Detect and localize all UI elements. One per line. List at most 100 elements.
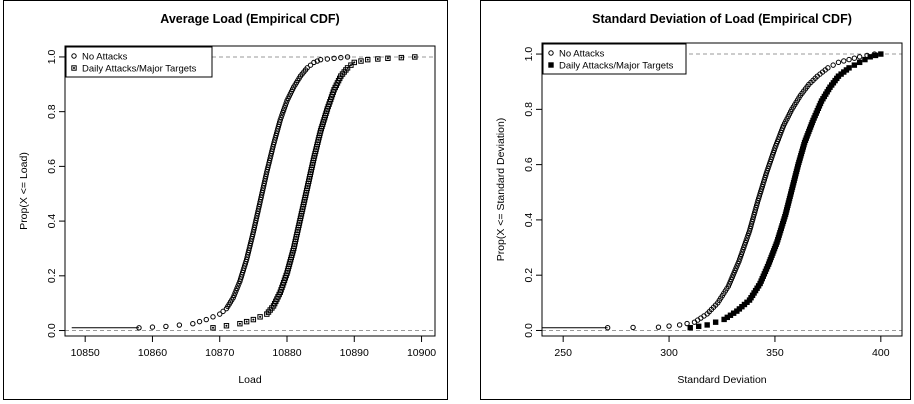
legend-label: Daily Attacks/Major Targets	[82, 64, 197, 75]
data-point	[687, 325, 693, 331]
plot-frame	[541, 42, 903, 337]
marker-dot	[400, 56, 403, 59]
marker-square	[398, 54, 405, 61]
marker-square	[351, 59, 357, 66]
data-point	[748, 223, 754, 229]
data-point	[282, 102, 289, 109]
data-point	[755, 197, 761, 204]
x-axis-label: Standard Deviation	[677, 374, 766, 386]
data-point	[666, 323, 672, 329]
chart-title: Average Load (Empirical CDF)	[160, 12, 339, 26]
marker-square	[210, 325, 216, 331]
legend-marker	[71, 53, 77, 59]
x-tick-label: 10890	[340, 347, 369, 359]
series-1	[687, 51, 884, 331]
y-tick-label: 0.6	[523, 157, 535, 172]
legend-marker	[71, 65, 77, 71]
series-1	[210, 54, 418, 331]
data-point	[398, 54, 405, 61]
data-point	[358, 58, 364, 64]
data-point	[281, 105, 288, 111]
data-point	[217, 311, 223, 317]
y-tick-label: 0.8	[523, 102, 535, 117]
x-tick-label: 250	[554, 347, 572, 359]
data-point	[754, 200, 761, 206]
data-point	[752, 209, 758, 215]
data-point	[825, 65, 831, 71]
average-load-chart: Average Load (Empirical CDF) 10850 10860 10…	[18, 12, 436, 386]
data-point	[748, 221, 755, 227]
data-point	[385, 55, 391, 62]
data-point	[210, 325, 216, 331]
std-dev-load-chart-panel: Standard Deviation of Load (Empirical CD…	[480, 0, 911, 400]
marker-dot	[238, 322, 241, 325]
data-point	[878, 51, 884, 57]
data-point	[851, 55, 858, 61]
chart-title: Standard Deviation of Load (Empirical CD…	[592, 12, 852, 26]
marker-square	[250, 316, 257, 323]
data-point	[412, 54, 418, 60]
data-point	[190, 320, 196, 327]
data-point	[743, 237, 749, 244]
marker-square	[412, 54, 418, 60]
data-point	[757, 190, 763, 197]
data-point	[136, 325, 142, 331]
data-point	[739, 249, 745, 255]
x-tick-label: 300	[660, 347, 678, 359]
marker-square	[385, 55, 391, 62]
marker-dot	[353, 61, 356, 64]
data-point	[753, 202, 760, 208]
y-tick-label: 0.2	[523, 268, 535, 283]
y-tick-label: 0.8	[46, 104, 58, 119]
y-tick-label: 1.0	[46, 49, 58, 64]
data-point	[750, 214, 757, 220]
y-tick-label: 0.0	[46, 323, 58, 338]
data-point	[835, 59, 842, 66]
data-point	[742, 239, 749, 246]
data-point	[856, 54, 863, 60]
data-point	[760, 181, 766, 188]
data-point	[604, 325, 611, 331]
std-dev-load-chart: Standard Deviation of Load (Empirical CD…	[495, 12, 903, 386]
data-point	[257, 314, 263, 320]
data-point	[317, 56, 324, 63]
data-point	[277, 117, 283, 123]
y-tick-label: 1.0	[523, 47, 535, 62]
data-point	[280, 109, 286, 116]
y-tick-label: 0.2	[46, 268, 58, 283]
legend-box	[542, 43, 687, 75]
data-point	[747, 225, 753, 232]
marker-dot	[360, 60, 362, 63]
data-point	[365, 56, 371, 63]
data-point	[750, 216, 756, 222]
data-point	[737, 253, 744, 260]
legend-label: Daily Attacks/Major Targets	[559, 61, 674, 72]
data-point	[304, 65, 310, 71]
marker-dot	[212, 326, 214, 329]
data-point	[696, 323, 702, 330]
legend-marker	[548, 50, 554, 56]
marker-square	[237, 320, 243, 327]
data-point	[758, 186, 765, 192]
x-tick-label: 400	[872, 347, 890, 359]
data-point	[746, 228, 753, 234]
data-point	[348, 62, 354, 68]
y-tick-label: 0.4	[46, 214, 58, 229]
data-point	[344, 65, 351, 71]
data-point	[752, 207, 759, 213]
data-point	[872, 52, 879, 59]
marker-dot	[349, 64, 352, 67]
data-point	[250, 316, 257, 323]
marker-dot	[245, 320, 248, 323]
data-point	[344, 54, 351, 60]
data-point	[862, 56, 868, 63]
y-axis-label: Prop(X <= Load)	[18, 152, 30, 230]
legend-marker	[548, 62, 554, 68]
data-point	[684, 320, 690, 327]
series-0	[604, 51, 878, 331]
data-point	[163, 323, 169, 330]
y-axis-label: Prop(X <= Standard Deviation)	[495, 118, 507, 262]
data-point	[740, 246, 746, 253]
data-point	[283, 100, 289, 106]
